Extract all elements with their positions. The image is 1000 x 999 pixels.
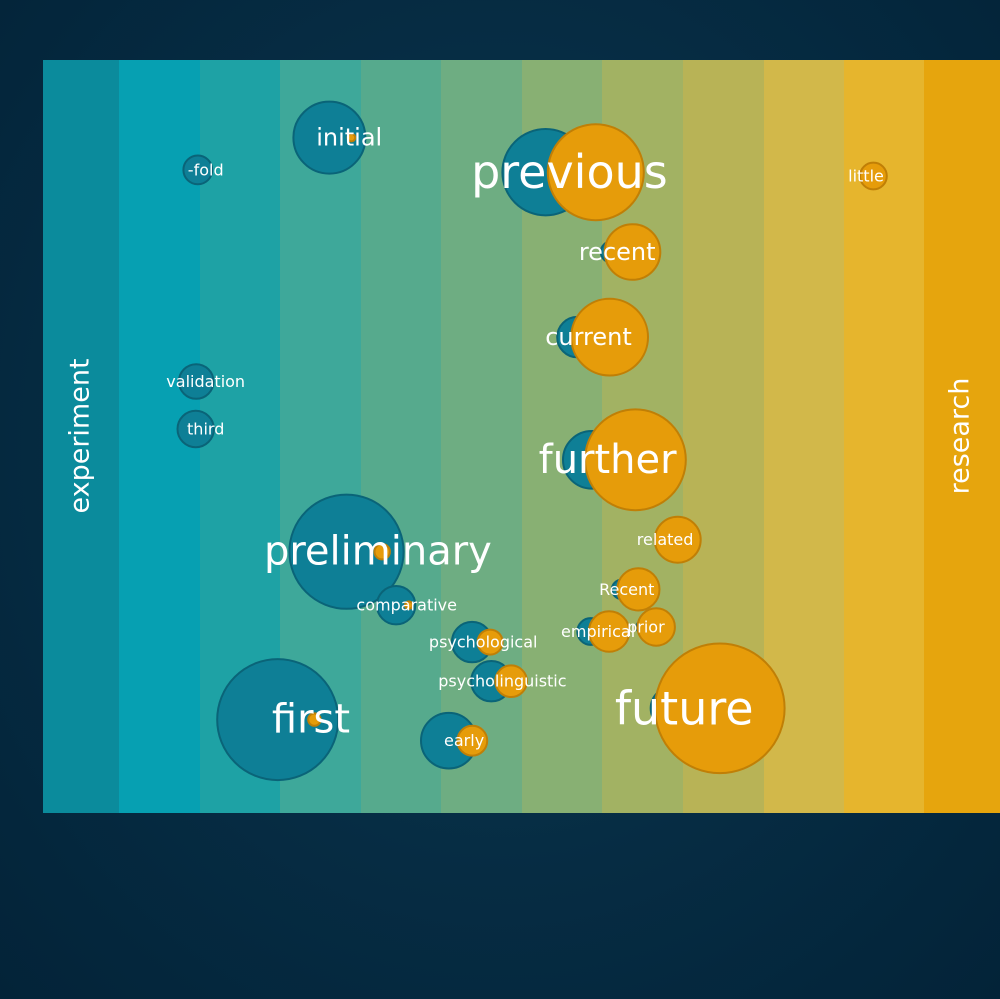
word-label: third	[187, 420, 224, 439]
color-band	[924, 60, 1000, 813]
research-bubble	[456, 724, 489, 757]
bubbles	[176, 100, 888, 782]
word-label: preliminary	[264, 529, 492, 575]
research-bubble	[654, 642, 786, 775]
experiment-bubble	[182, 154, 214, 186]
research-bubble	[603, 223, 662, 281]
word-label: further	[539, 437, 678, 483]
research-bubble	[584, 408, 687, 512]
research-bubble	[859, 161, 888, 191]
word-label: early	[444, 731, 484, 750]
word-label: prior	[627, 618, 665, 637]
word-label: psychological	[429, 633, 538, 652]
research-bubble	[616, 567, 661, 612]
color-band	[43, 60, 119, 813]
research-bubble	[476, 628, 504, 656]
word-label: first	[272, 697, 350, 743]
word-label: validation	[166, 372, 245, 391]
research-bubble	[494, 664, 528, 699]
word-label: related	[637, 530, 694, 549]
word-label: -fold	[188, 160, 224, 179]
research-bubble	[653, 515, 702, 564]
word-label: empirical	[561, 622, 635, 641]
word-label: current	[545, 323, 632, 351]
color-bands	[43, 60, 1000, 813]
research-bubble	[373, 543, 391, 561]
word-label: Recent	[599, 580, 654, 599]
research-bubble	[307, 712, 322, 727]
word-label: little	[848, 167, 884, 186]
research-bubble	[587, 610, 631, 653]
research-bubble	[404, 600, 414, 611]
word-label: recent	[579, 238, 656, 266]
color-band	[361, 60, 441, 813]
experiment-bubble	[288, 493, 405, 610]
word-label: initial	[316, 124, 382, 152]
word-label: future	[615, 681, 754, 735]
word-labels: initial -fold previous little recent current v…	[166, 124, 884, 751]
experiment-bubble	[375, 585, 417, 626]
left-axis-label: experiment	[65, 358, 96, 513]
research-bubble	[636, 607, 676, 647]
experiment-bubble	[177, 363, 215, 400]
experiment-bubble	[176, 409, 215, 449]
word-label: psycholinguistic	[438, 672, 566, 691]
research-bubble	[346, 132, 357, 143]
right-axis-label: research	[945, 378, 976, 495]
experiment-bubble	[216, 658, 340, 782]
word-label: previous	[471, 145, 668, 199]
experiment-bubble	[292, 100, 367, 175]
word-label: comparative	[356, 596, 457, 615]
research-bubble	[570, 297, 649, 377]
research-bubble	[546, 123, 645, 222]
